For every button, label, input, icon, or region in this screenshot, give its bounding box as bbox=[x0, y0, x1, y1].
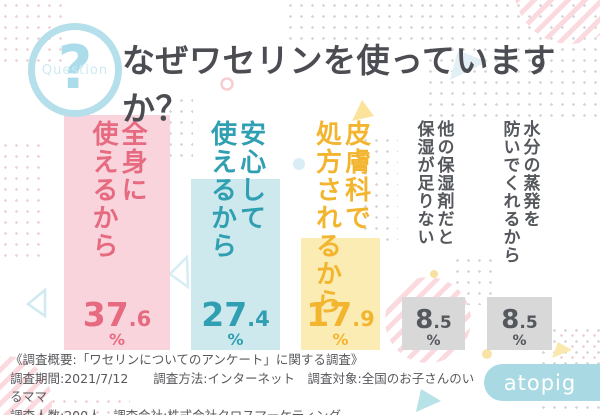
question-circle-ring bbox=[28, 23, 122, 117]
dots-pattern-bottom-right-pink bbox=[556, 330, 600, 368]
bar-column-3: 皮膚科で 処方されるから 17.9 % bbox=[301, 112, 380, 350]
bar-5-label: 水分の蒸発を 防いでくれるから bbox=[499, 120, 540, 264]
bar-3-label: 皮膚科で 処方されるから bbox=[311, 120, 371, 316]
yellow-triangle-icon-bottom bbox=[552, 342, 572, 358]
bar-2-value: 27.4 % bbox=[191, 298, 280, 348]
bar-3-value-int: 17 bbox=[306, 295, 353, 334]
bar-2-value-int: 27 bbox=[201, 295, 248, 334]
bar-4-value: 8.5 % bbox=[402, 307, 465, 348]
question-label: Question bbox=[41, 63, 109, 78]
bar-1-value-dec: .6 bbox=[128, 307, 152, 331]
bar-5-value: 8.5 % bbox=[487, 307, 552, 348]
bar-column-2: 安心して 使えるから 27.4 % bbox=[191, 112, 280, 350]
bar-column-1: 全身に 使えるから 37.6 % bbox=[64, 112, 170, 350]
bar-5-value-int: 8 bbox=[501, 305, 520, 335]
bar-3-value: 17.9 % bbox=[301, 298, 380, 348]
bar-4-label: 他の保湿剤だと 保湿が足りない bbox=[413, 120, 454, 246]
survey-summary-line1: 《調査概要:「ワセリンについてのアンケート」に関する調査》 bbox=[10, 352, 364, 367]
bar-4-value-int: 8 bbox=[415, 305, 434, 335]
survey-summary-line3: 調査人数:200人 調査会社:株式会社クロスマーケティング bbox=[10, 407, 341, 415]
bar-2 bbox=[191, 179, 280, 350]
bar-3-value-dec: .9 bbox=[352, 307, 375, 331]
question-icon: ? Question bbox=[28, 23, 122, 117]
bar-3 bbox=[301, 238, 380, 350]
outline-triangle-icon-left bbox=[25, 287, 47, 319]
outline-triangle-icon-mid bbox=[168, 254, 190, 290]
bar-column-4: 他の保湿剤だと 保湿が足りない 8.5 % bbox=[402, 112, 465, 350]
bar-5-percent-sign: % bbox=[512, 333, 527, 349]
bar-2-percent-sign: % bbox=[227, 330, 244, 349]
bar-1-label: 全身に 使えるから bbox=[88, 120, 148, 260]
brand-logo: atopig bbox=[484, 364, 600, 401]
bar-2-label: 安心して 使えるから bbox=[206, 120, 266, 260]
bar-1-percent-sign: % bbox=[108, 330, 126, 349]
bar-3-percent-sign: % bbox=[332, 330, 349, 349]
bar-column-5: 水分の蒸発を 防いでくれるから 8.5 % bbox=[487, 112, 552, 350]
bar-1-value-int: 37 bbox=[82, 295, 129, 334]
dots-pattern-left bbox=[0, 140, 40, 265]
bar-4-value-dec: .5 bbox=[433, 313, 452, 333]
bar-1-value: 37.6 % bbox=[64, 298, 170, 348]
bar-1 bbox=[64, 115, 170, 350]
page-title: なぜワセリンを使っていますか？ bbox=[122, 41, 556, 128]
bar-2-value-dec: .4 bbox=[247, 307, 270, 331]
bar-4-percent-sign: % bbox=[426, 333, 441, 349]
survey-summary: 《調査概要:「ワセリンについてのアンケート」に関する調査》 調査期間:2021/… bbox=[10, 351, 480, 415]
brand-logo-text: atopig bbox=[503, 370, 577, 395]
bar-5-value-dec: .5 bbox=[519, 313, 538, 333]
yellow-dot-icon-2 bbox=[482, 349, 492, 359]
survey-summary-line2: 調査期間:2021/7/12 調査方法:インターネット 調査対象:全国のお子さん… bbox=[10, 370, 475, 405]
